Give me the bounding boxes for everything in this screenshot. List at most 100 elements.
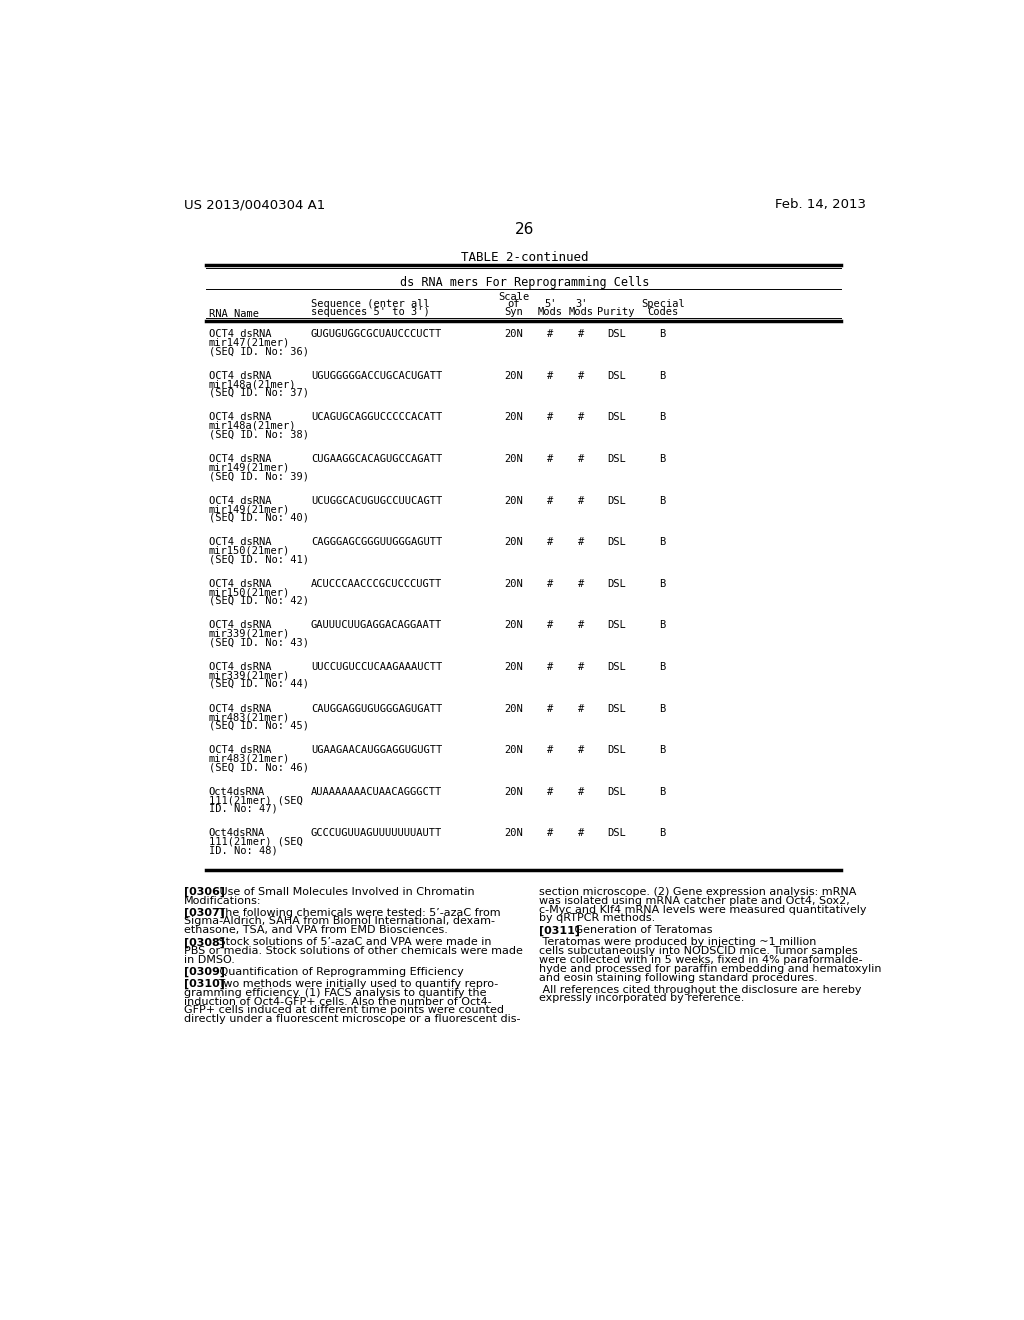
Text: (SEQ ID. No: 44): (SEQ ID. No: 44) xyxy=(209,678,308,689)
Text: B: B xyxy=(659,371,666,381)
Text: B: B xyxy=(659,744,666,755)
Text: mir150(21mer): mir150(21mer) xyxy=(209,587,290,597)
Text: 20N: 20N xyxy=(505,744,523,755)
Text: 20N: 20N xyxy=(505,787,523,797)
Text: DSL: DSL xyxy=(607,579,626,589)
Text: section microscope. (2) Gene expression analysis: mRNA: section microscope. (2) Gene expression … xyxy=(539,887,856,896)
Text: OCT4 dsRNA: OCT4 dsRNA xyxy=(209,330,271,339)
Text: B: B xyxy=(659,663,666,672)
Text: 20N: 20N xyxy=(505,412,523,422)
Text: #: # xyxy=(547,496,554,506)
Text: (SEQ ID. No: 41): (SEQ ID. No: 41) xyxy=(209,554,308,564)
Text: ID. No: 47): ID. No: 47) xyxy=(209,804,278,813)
Text: 20N: 20N xyxy=(505,496,523,506)
Text: #: # xyxy=(547,537,554,548)
Text: #: # xyxy=(579,744,585,755)
Text: 20N: 20N xyxy=(505,663,523,672)
Text: OCT4 dsRNA: OCT4 dsRNA xyxy=(209,412,271,422)
Text: were collected with in 5 weeks, fixed in 4% paraformalde-: were collected with in 5 weeks, fixed in… xyxy=(539,954,862,965)
Text: [0310]: [0310] xyxy=(183,979,224,989)
Text: (SEQ ID. No: 45): (SEQ ID. No: 45) xyxy=(209,721,308,730)
Text: B: B xyxy=(659,704,666,714)
Text: #: # xyxy=(579,620,585,631)
Text: DSL: DSL xyxy=(607,454,626,465)
Text: OCT4 dsRNA: OCT4 dsRNA xyxy=(209,537,271,548)
Text: Sigma-Aldrich, SAHA from Biomol International, dexam-: Sigma-Aldrich, SAHA from Biomol Internat… xyxy=(183,916,495,927)
Text: DSL: DSL xyxy=(607,744,626,755)
Text: Scale: Scale xyxy=(499,293,529,302)
Text: B: B xyxy=(659,412,666,422)
Text: (SEQ ID. No: 42): (SEQ ID. No: 42) xyxy=(209,595,308,606)
Text: DSL: DSL xyxy=(607,371,626,381)
Text: B: B xyxy=(659,496,666,506)
Text: 20N: 20N xyxy=(505,537,523,548)
Text: was isolated using mRNA catcher plate and Oct4, Sox2,: was isolated using mRNA catcher plate an… xyxy=(539,896,850,906)
Text: B: B xyxy=(659,330,666,339)
Text: B: B xyxy=(659,620,666,631)
Text: #: # xyxy=(579,496,585,506)
Text: mir483(21mer): mir483(21mer) xyxy=(209,711,290,722)
Text: in DMSO.: in DMSO. xyxy=(183,954,234,965)
Text: #: # xyxy=(579,829,585,838)
Text: TABLE 2-continued: TABLE 2-continued xyxy=(461,251,589,264)
Text: 20N: 20N xyxy=(505,829,523,838)
Text: DSL: DSL xyxy=(607,537,626,548)
Text: CUGAAGGCACAGUGCCAGATT: CUGAAGGCACAGUGCCAGATT xyxy=(311,454,442,465)
Text: DSL: DSL xyxy=(607,663,626,672)
Text: B: B xyxy=(659,454,666,465)
Text: Feb. 14, 2013: Feb. 14, 2013 xyxy=(775,198,866,211)
Text: UGUGGGGGACCUGCACUGATT: UGUGGGGGACCUGCACUGATT xyxy=(311,371,442,381)
Text: CAUGGAGGUGUGGGAGUGATT: CAUGGAGGUGUGGGAGUGATT xyxy=(311,704,442,714)
Text: mir150(21mer): mir150(21mer) xyxy=(209,545,290,556)
Text: Mods: Mods xyxy=(569,308,594,317)
Text: UCAGUGCAGGUCCCCCACATT: UCAGUGCAGGUCCCCCACATT xyxy=(311,412,442,422)
Text: gramming efficiency. (1) FACS analysis to quantify the: gramming efficiency. (1) FACS analysis t… xyxy=(183,987,486,998)
Text: B: B xyxy=(659,829,666,838)
Text: All references cited throughout the disclosure are hereby: All references cited throughout the disc… xyxy=(539,985,861,994)
Text: CAGGGAGCGGGUUGGGAGUTT: CAGGGAGCGGGUUGGGAGUTT xyxy=(311,537,442,548)
Text: PBS or media. Stock solutions of other chemicals were made: PBS or media. Stock solutions of other c… xyxy=(183,946,522,956)
Text: mir339(21mer): mir339(21mer) xyxy=(209,628,290,639)
Text: DSL: DSL xyxy=(607,787,626,797)
Text: of: of xyxy=(508,300,520,309)
Text: 20N: 20N xyxy=(505,579,523,589)
Text: ACUCCCAACCCGCUCCCUGTT: ACUCCCAACCCGCUCCCUGTT xyxy=(311,579,442,589)
Text: directly under a fluorescent microscope or a fluorescent dis-: directly under a fluorescent microscope … xyxy=(183,1014,520,1024)
Text: cells subcutaneously into NODSCID mice. Tumor samples: cells subcutaneously into NODSCID mice. … xyxy=(539,946,857,956)
Text: Special: Special xyxy=(641,300,685,309)
Text: AUAAAAAAACUAACAGGGCTT: AUAAAAAAACUAACAGGGCTT xyxy=(311,787,442,797)
Text: 5': 5' xyxy=(544,300,557,309)
Text: [0308]: [0308] xyxy=(183,937,224,948)
Text: (SEQ ID. No: 43): (SEQ ID. No: 43) xyxy=(209,638,308,647)
Text: #: # xyxy=(579,330,585,339)
Text: 20N: 20N xyxy=(505,704,523,714)
Text: Modifications:: Modifications: xyxy=(183,896,261,906)
Text: #: # xyxy=(547,454,554,465)
Text: DSL: DSL xyxy=(607,704,626,714)
Text: Teratomas were produced by injecting ~1 million: Teratomas were produced by injecting ~1 … xyxy=(539,937,816,948)
Text: ID. No: 48): ID. No: 48) xyxy=(209,845,278,855)
Text: by qRTPCR methods.: by qRTPCR methods. xyxy=(539,913,655,924)
Text: Mods: Mods xyxy=(538,308,563,317)
Text: mir148a(21mer): mir148a(21mer) xyxy=(209,421,296,430)
Text: #: # xyxy=(579,371,585,381)
Text: Oct4dsRNA: Oct4dsRNA xyxy=(209,829,265,838)
Text: OCT4 dsRNA: OCT4 dsRNA xyxy=(209,371,271,381)
Text: B: B xyxy=(659,537,666,548)
Text: OCT4 dsRNA: OCT4 dsRNA xyxy=(209,663,271,672)
Text: OCT4 dsRNA: OCT4 dsRNA xyxy=(209,744,271,755)
Text: mir339(21mer): mir339(21mer) xyxy=(209,671,290,680)
Text: (SEQ ID. No: 37): (SEQ ID. No: 37) xyxy=(209,388,308,397)
Text: #: # xyxy=(579,454,585,465)
Text: Use of Small Molecules Involved in Chromatin: Use of Small Molecules Involved in Chrom… xyxy=(216,887,474,896)
Text: (SEQ ID. No: 38): (SEQ ID. No: 38) xyxy=(209,429,308,440)
Text: DSL: DSL xyxy=(607,330,626,339)
Text: 26: 26 xyxy=(515,222,535,236)
Text: mir147(21mer): mir147(21mer) xyxy=(209,338,290,347)
Text: Syn: Syn xyxy=(505,308,523,317)
Text: B: B xyxy=(659,787,666,797)
Text: US 2013/0040304 A1: US 2013/0040304 A1 xyxy=(183,198,325,211)
Text: #: # xyxy=(547,412,554,422)
Text: OCT4 dsRNA: OCT4 dsRNA xyxy=(209,579,271,589)
Text: DSL: DSL xyxy=(607,829,626,838)
